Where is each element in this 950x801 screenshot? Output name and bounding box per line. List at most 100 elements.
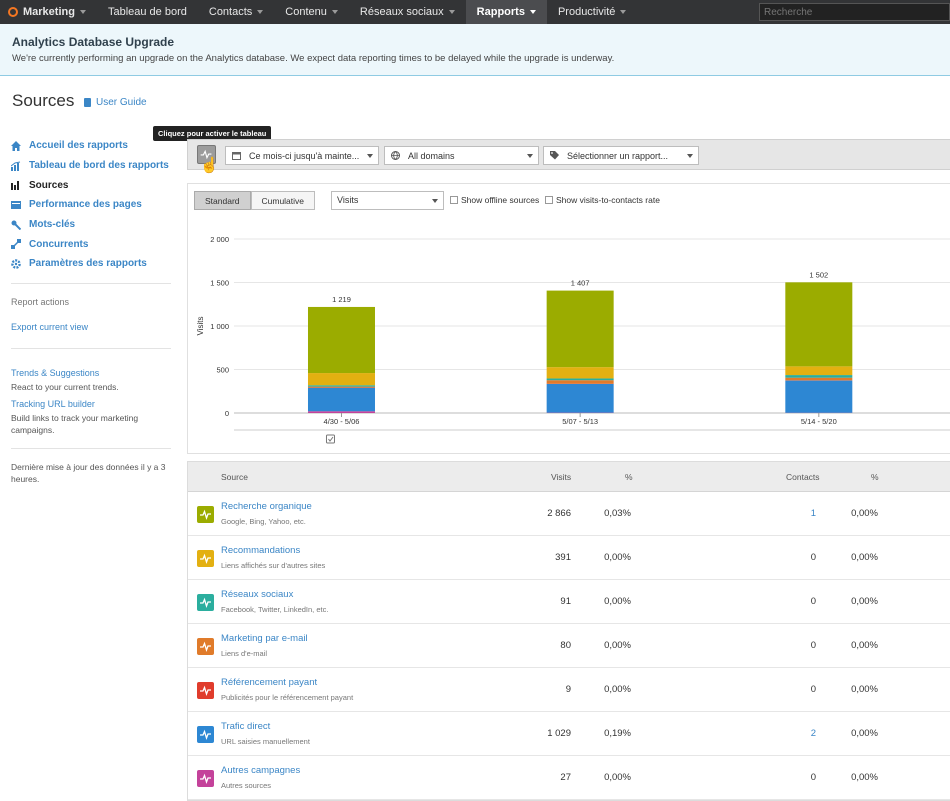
nav-marketing[interactable]: Marketing [0, 0, 97, 24]
dashboard-icon [11, 161, 21, 171]
checkbox-box[interactable] [545, 196, 553, 204]
bar-segment-3 [785, 378, 852, 381]
search-input[interactable] [759, 3, 950, 21]
visits-contacts-rate-checkbox[interactable]: Show visits-to-contacts rate [545, 195, 660, 205]
sidebar-item-reports-dashboard[interactable]: Tableau de bord des rapports [11, 156, 171, 176]
bar-total-label: 1 219 [332, 295, 351, 304]
visits-pct-cell: 0,00% [588, 684, 631, 695]
standard-button[interactable]: Standard [194, 191, 251, 210]
tracking-url-builder-link[interactable]: Tracking URL builder [11, 399, 171, 409]
metric-dropdown[interactable]: Visits [331, 191, 444, 210]
bar-total-label: 1 502 [809, 270, 828, 279]
chevron-down-icon [620, 10, 626, 14]
contacts-column-header[interactable]: Contacts [786, 472, 820, 482]
last-update-text: Dernière mise à jour des données il y a … [11, 461, 171, 485]
calendar-icon [232, 151, 241, 160]
sidebar-divider [11, 348, 171, 349]
pulse-icon [197, 682, 214, 699]
sidebar-item-sources[interactable]: Sources [11, 175, 171, 195]
source-column-header[interactable]: Source [221, 472, 248, 482]
bar-segment-3 [547, 380, 614, 383]
nav-dashboard[interactable]: Tableau de bord [97, 0, 198, 24]
trends-description: React to your current trends. [11, 381, 171, 393]
pulse-icon [197, 726, 214, 743]
chevron-down-icon [80, 10, 86, 14]
checkbox-box[interactable] [450, 196, 458, 204]
offline-sources-checkbox[interactable]: Show offline sources [450, 195, 539, 205]
sidebar-item-keywords[interactable]: Mots-clés [11, 215, 171, 235]
hand-cursor-icon: ☝ [200, 156, 219, 174]
sidebar-divider [11, 448, 171, 449]
sidebar-item-competitors[interactable]: Concurrents [11, 234, 171, 254]
sidebar-item-pages[interactable]: Performance des pages [11, 195, 171, 215]
contacts-cell: 0 [778, 640, 816, 651]
contacts-pct-column-header[interactable]: % [871, 472, 879, 482]
source-name-link[interactable]: Recherche organique [221, 501, 312, 512]
contacts-pct-cell: 0,00% [836, 552, 878, 563]
contacts-cell[interactable]: 2 [778, 728, 816, 739]
export-current-view-link[interactable]: Export current view [11, 322, 171, 332]
chevron-down-icon [332, 10, 338, 14]
chevron-down-icon [257, 10, 263, 14]
domain-dropdown[interactable]: All domains [384, 146, 539, 165]
pulse-icon [197, 550, 214, 567]
sidebar-item-settings[interactable]: Paramètres des rapports [11, 254, 171, 274]
sidebar-item-reports-home[interactable]: Accueil des rapports [11, 136, 171, 156]
nav-content[interactable]: Contenu [274, 0, 349, 24]
source-name-link[interactable]: Recommandations [221, 545, 300, 556]
source-name-link[interactable]: Référencement payant [221, 677, 317, 688]
visits-cell: 9 [518, 684, 571, 695]
contacts-cell[interactable]: 1 [778, 508, 816, 519]
visits-pct-cell: 0,03% [588, 508, 631, 519]
nav-reports[interactable]: Rapports [466, 0, 547, 24]
source-color-icon [197, 638, 214, 655]
source-name-link[interactable]: Réseaux sociaux [221, 589, 293, 600]
bar-segment-0 [308, 411, 375, 413]
nav-marketing-label: Marketing [23, 6, 75, 18]
source-description: Liens d'e-mail [221, 649, 267, 658]
upgrade-banner: Analytics Database Upgrade We're current… [0, 24, 950, 76]
contacts-pct-cell: 0,00% [836, 772, 878, 783]
pulse-icon [197, 770, 214, 787]
bar-segment-3 [308, 387, 375, 388]
cumulative-button[interactable]: Cumulative [251, 191, 316, 210]
source-name-link[interactable]: Marketing par e-mail [221, 633, 308, 644]
visits-pct-cell: 0,00% [588, 640, 631, 651]
x-tick-label: 5/14 - 5/20 [801, 417, 837, 426]
source-name-link[interactable]: Autres campagnes [221, 765, 300, 776]
sidebar: Accueil des rapports Tableau de bord des… [11, 136, 171, 485]
tag-icon [550, 151, 559, 160]
bar-chart-icon [11, 180, 21, 190]
hubspot-logo-icon [8, 7, 18, 17]
report-actions-heading: Report actions [11, 297, 171, 307]
trends-suggestions-link[interactable]: Trends & Suggestions [11, 368, 171, 378]
bar-segment-4 [308, 385, 375, 386]
contacts-pct-cell: 0,00% [836, 728, 878, 739]
bar-segment-1 [547, 384, 614, 413]
source-color-icon [197, 726, 214, 743]
nav-social[interactable]: Réseaux sociaux [349, 0, 466, 24]
report-select-dropdown[interactable]: Sélectionner un rapport... [543, 146, 699, 165]
sidebar-item-label: Accueil des rapports [29, 140, 128, 151]
source-name-link[interactable]: Trafic direct [221, 721, 270, 732]
table-header: Source Visits % Contacts % [188, 462, 950, 492]
date-range-value: Ce mois-ci jusqu'à mainte... [249, 151, 359, 161]
nav-social-label: Réseaux sociaux [360, 6, 444, 18]
report-select-value: Sélectionner un rapport... [567, 151, 668, 161]
chevron-down-icon [530, 10, 536, 14]
visits-column-header[interactable]: Visits [551, 472, 571, 482]
sidebar-item-label: Tableau de bord des rapports [29, 160, 169, 171]
bar-segment-6 [547, 291, 614, 368]
date-range-dropdown[interactable]: Ce mois-ci jusqu'à mainte... [225, 146, 379, 165]
nav-contacts[interactable]: Contacts [198, 0, 274, 24]
contacts-cell: 0 [778, 772, 816, 783]
source-description: Facebook, Twitter, LinkedIn, etc. [221, 605, 328, 614]
visits-pct-column-header[interactable]: % [625, 472, 633, 482]
y-tick-label: 0 [225, 409, 229, 418]
nav-productivity[interactable]: Productivité [547, 0, 637, 24]
user-guide-link[interactable]: User Guide [84, 97, 147, 108]
sidebar-item-label: Sources [29, 180, 68, 191]
bar-segment-4 [547, 378, 614, 380]
